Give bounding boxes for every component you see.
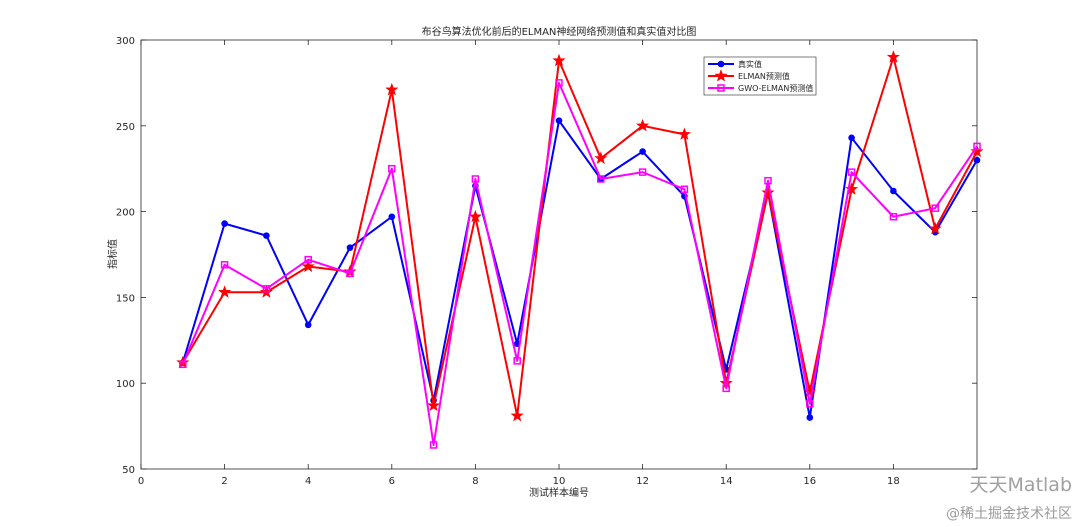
data-point-true-value <box>388 213 396 221</box>
y-tick-label: 300 <box>116 36 135 47</box>
data-point-true-value <box>890 187 897 195</box>
data-point-elman <box>636 118 650 132</box>
data-point-elman <box>677 127 691 140</box>
x-tick-label: 12 <box>636 476 649 487</box>
y-tick-label: 200 <box>116 208 135 219</box>
series-line-gwo-elman <box>181 81 978 446</box>
series-elman <box>176 50 984 422</box>
series-layer <box>176 50 984 449</box>
x-axis-label: 测试样本编号 <box>529 486 589 499</box>
axis-ticks: 0 2 4 6 8 10 12 14 16 18 50 100 150 200 250 300 <box>116 36 977 487</box>
watermark-community: @稀土掘金技术社区 <box>946 506 1072 522</box>
y-axis-label: 指标值 <box>106 239 119 269</box>
data-point-gwo-elman <box>764 176 772 185</box>
data-point-true-value <box>304 321 312 329</box>
y-tick-label: 250 <box>116 122 135 133</box>
y-tick-label: 100 <box>116 379 135 390</box>
legend-item-gwo-elman: GWO-ELMAN预测值 <box>708 83 813 93</box>
data-point-true-value <box>263 232 270 239</box>
data-point-gwo-elman <box>179 360 187 369</box>
data-point-elman <box>928 221 942 235</box>
data-point-true-value <box>639 148 646 155</box>
data-point-elman <box>218 285 232 298</box>
data-point-elman <box>552 53 566 67</box>
x-tick-label: 8 <box>472 476 478 487</box>
data-point-true-value <box>221 220 228 227</box>
data-point-gwo-elman <box>220 261 229 269</box>
data-point-gwo-elman <box>471 175 480 183</box>
data-point-elman <box>468 209 482 223</box>
data-point-elman <box>803 384 817 398</box>
chart-title: 布谷鸟算法优化前后的ELMAN神经网络预测值和真实值对比图 <box>422 25 697 38</box>
legend-label: GWO-ELMAN预测值 <box>738 83 813 93</box>
series-line-elman <box>181 56 978 417</box>
data-point-gwo-elman <box>680 185 689 194</box>
legend-label: 真实值 <box>738 59 762 69</box>
legend-swatch-marker <box>714 69 728 82</box>
x-tick-label: 6 <box>389 476 395 487</box>
data-point-gwo-elman <box>304 255 312 264</box>
data-point-elman <box>427 398 441 412</box>
data-point-gwo-elman <box>388 164 396 173</box>
data-point-gwo-elman <box>973 142 981 151</box>
data-point-true-value <box>973 156 981 164</box>
data-point-true-value <box>555 117 563 124</box>
data-point-true-value <box>806 414 814 421</box>
y-tick-label: 150 <box>116 293 135 304</box>
watermark: 天天Matlab @稀土掘金技术社区 <box>946 470 1072 523</box>
legend-swatch-marker <box>717 60 725 68</box>
data-point-elman <box>510 408 524 422</box>
data-point-true-value <box>848 134 855 142</box>
x-tick-label: 0 <box>138 476 144 487</box>
data-point-elman <box>970 144 984 158</box>
watermark-brand: 天天Matlab <box>969 474 1072 496</box>
data-point-gwo-elman <box>931 204 939 212</box>
data-point-elman <box>594 151 608 164</box>
data-point-gwo-elman <box>429 441 438 449</box>
data-point-gwo-elman <box>638 168 647 176</box>
x-tick-label: 16 <box>803 476 816 487</box>
x-tick-label: 14 <box>720 476 733 487</box>
data-point-true-value <box>346 244 354 251</box>
legend-label: ELMAN预测值 <box>738 71 790 81</box>
data-point-elman <box>301 259 315 273</box>
data-point-gwo-elman <box>847 168 856 176</box>
data-point-elman <box>385 82 399 96</box>
x-tick-label: 18 <box>887 476 900 487</box>
legend-item-elman: ELMAN预测值 <box>708 69 790 82</box>
x-tick-label: 2 <box>221 476 227 487</box>
y-tick-label: 50 <box>122 465 135 476</box>
data-point-elman <box>761 185 775 199</box>
data-point-gwo-elman <box>262 285 271 293</box>
plot-area <box>140 39 978 470</box>
legend-swatch-marker <box>717 84 725 92</box>
x-tick-label: 4 <box>305 476 311 487</box>
data-point-gwo-elman <box>346 269 354 278</box>
legend: 真实值 ELMAN预测值 GWO-ELMAN预测值 <box>703 56 817 96</box>
x-tick-label: 10 <box>553 476 566 487</box>
data-point-elman <box>845 182 859 195</box>
data-point-elman <box>886 50 900 63</box>
data-point-gwo-elman <box>597 175 605 183</box>
series-gwo-elman <box>179 79 981 449</box>
data-point-gwo-elman <box>555 79 563 87</box>
series-line-true-value <box>181 119 978 419</box>
data-point-gwo-elman <box>806 400 814 408</box>
plot-frame <box>140 39 978 470</box>
data-point-gwo-elman <box>722 384 730 393</box>
data-point-gwo-elman <box>889 212 898 221</box>
data-point-gwo-elman <box>513 357 521 365</box>
legend-item-true-value: 真实值 <box>708 59 762 69</box>
